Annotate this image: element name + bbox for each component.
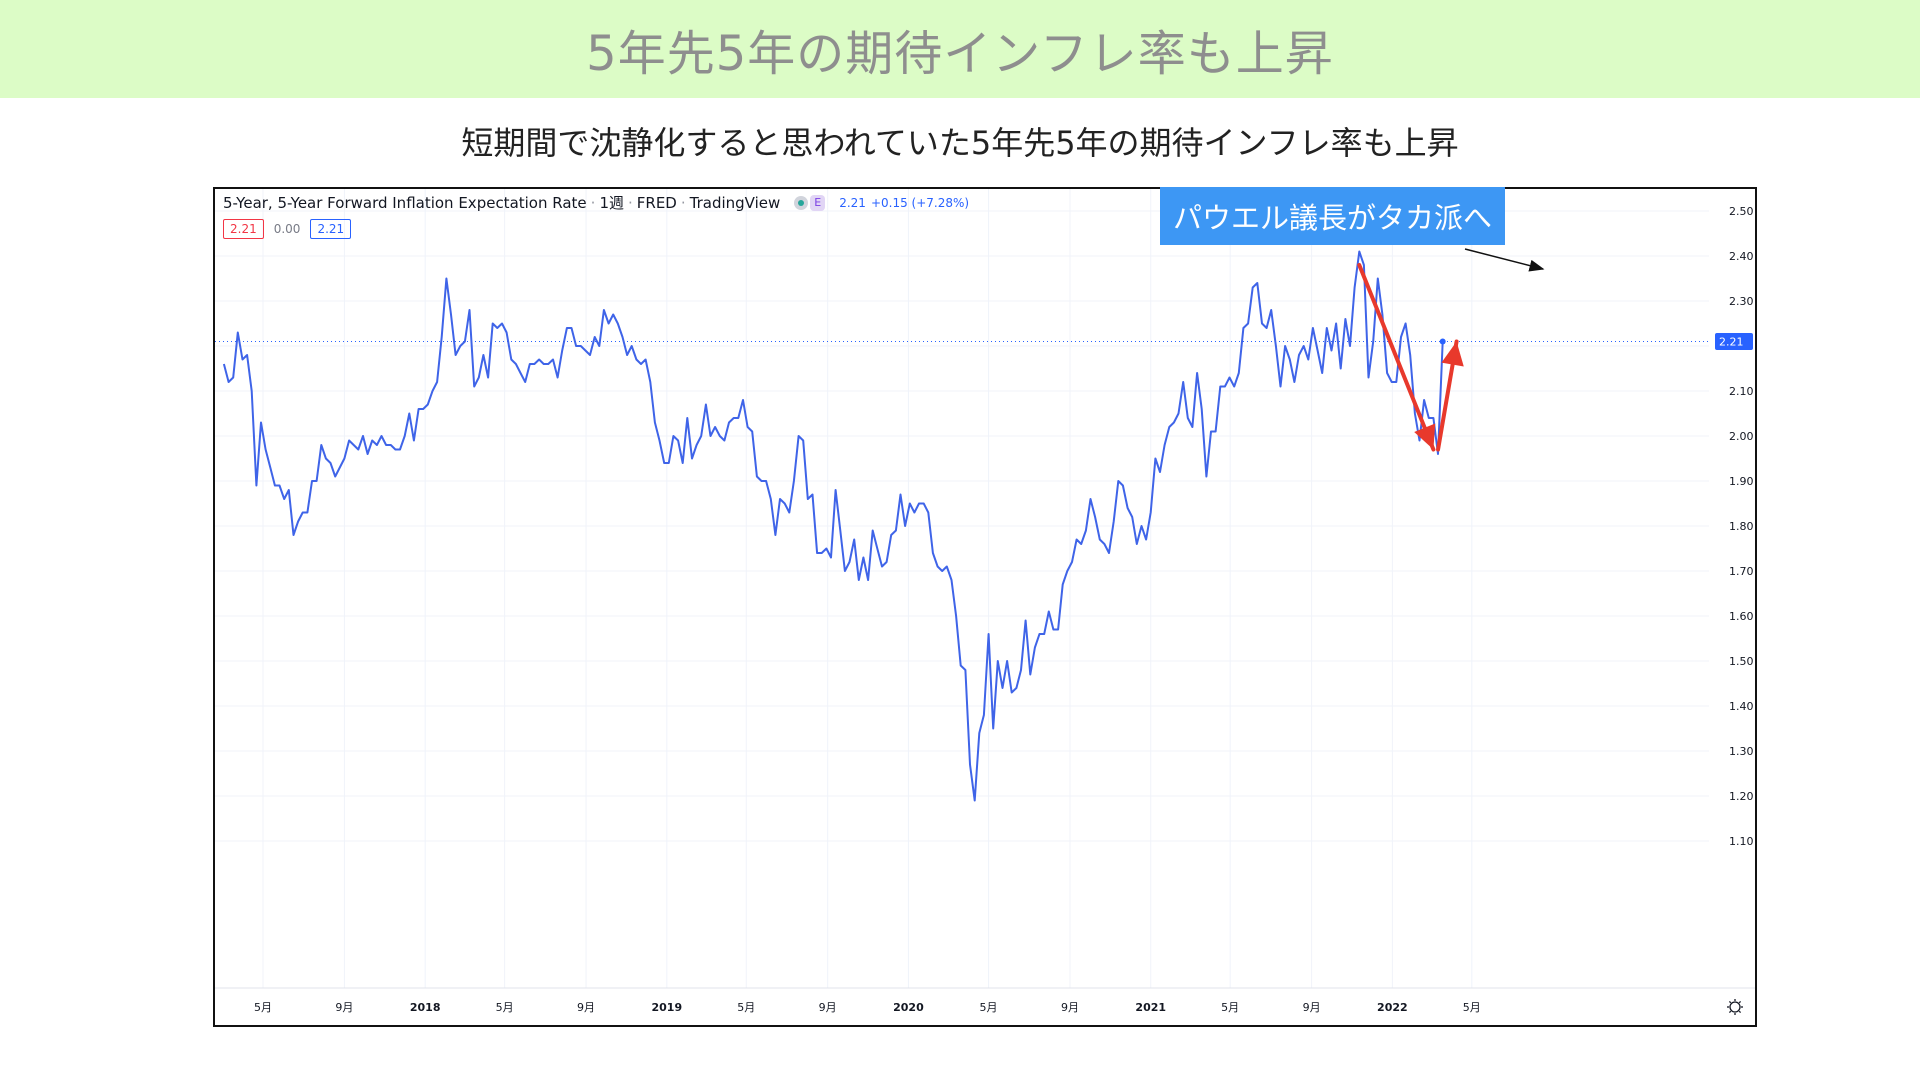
y-tick-label: 1.70 (1729, 565, 1754, 578)
platform-label: TradingView (689, 193, 781, 212)
y-tick-label: 2.50 (1729, 205, 1754, 218)
close-value: 2.21 (310, 219, 352, 239)
hand-drawn-arrowhead (1441, 341, 1464, 367)
title-banner: 5年先5年の期待インフレ率も上昇 (0, 0, 1920, 98)
open-value: 2.21 (223, 219, 264, 239)
x-tick-label: 5月 (254, 1001, 272, 1014)
y-tick-label: 1.60 (1729, 610, 1754, 623)
annotation-callout: パウエル議長がタカ派へ (1160, 187, 1505, 245)
x-tick-label: 5月 (496, 1001, 514, 1014)
x-tick-label: 9月 (1303, 1001, 1321, 1014)
y-tick-label: 1.20 (1729, 790, 1754, 803)
x-tick-label: 5月 (1221, 1001, 1239, 1014)
hand-drawn-arrows (1357, 263, 1464, 452)
events-badge[interactable]: E (810, 194, 826, 211)
x-axis[interactable]: 5月 9月 2018 5月 9月 2019 5月 9月 2020 5月 9月 2021 5月 9月 2022… (254, 1001, 1481, 1014)
y-tick-label: 1.50 (1729, 655, 1754, 668)
legend-separator: · (627, 193, 633, 212)
source-label: FRED (636, 193, 677, 212)
last-point (1439, 338, 1446, 345)
line-chart[interactable]: 5月 9月 2018 5月 9月 2019 5月 9月 2020 5月 9月 2021 5月 9月 2022… (215, 189, 1755, 1025)
y-tick-label: 1.30 (1729, 745, 1754, 758)
market-status-icon[interactable] (794, 195, 809, 210)
y-tick-label: 1.90 (1729, 475, 1754, 488)
x-tick-label: 5月 (980, 1001, 998, 1014)
symbol-name[interactable]: 5-Year, 5-Year Forward Inflation Expecta… (223, 193, 587, 212)
hand-drawn-arrowhead (1414, 423, 1436, 450)
x-tick-label: 9月 (335, 1001, 353, 1014)
settings-gear-icon[interactable] (1727, 999, 1743, 1015)
x-tick-label: 2019 (652, 1001, 683, 1014)
x-tick-label: 2018 (410, 1001, 441, 1014)
x-tick-label: 5月 (1463, 1001, 1481, 1014)
x-tick-label: 2020 (893, 1001, 924, 1014)
y-tick-label: 1.80 (1729, 520, 1754, 533)
hand-drawn-arrow-shaft (1357, 263, 1436, 452)
price-tag-label: 2.21 (1719, 336, 1744, 349)
value-row: 2.21 0.00 2.21 (223, 219, 352, 239)
grid (215, 189, 1709, 988)
last-value: 2.21 (839, 195, 866, 210)
zero-value: 0.00 (273, 222, 301, 236)
chart-legend[interactable]: 5-Year, 5-Year Forward Inflation Expecta… (223, 192, 969, 213)
banner-title: 5年先5年の期待インフレ率も上昇 (586, 26, 1334, 82)
x-tick-label: 5月 (737, 1001, 755, 1014)
y-tick-label: 2.10 (1729, 385, 1754, 398)
x-tick-label: 2021 (1135, 1001, 1166, 1014)
price-tag: 2.21 (1715, 333, 1753, 350)
y-tick-label: 2.40 (1729, 250, 1754, 263)
y-tick-label: 1.40 (1729, 700, 1754, 713)
y-tick-label: 2.00 (1729, 430, 1754, 443)
chart-panel[interactable]: 5月 9月 2018 5月 9月 2019 5月 9月 2020 5月 9月 2021 5月 9月 2022… (213, 187, 1757, 1027)
callout-pointer (1464, 248, 1545, 272)
slide-subtitle: 短期間で沈静化すると思われていた5年先5年の期待インフレ率も上昇 (461, 124, 1459, 162)
series-line[interactable] (222, 250, 1444, 802)
legend-separator: · (680, 193, 686, 212)
y-axis[interactable]: 2.502.402.302.202.102.001.901.801.701.60… (1729, 205, 1754, 848)
change-value: +0.15 (+7.28%) (870, 195, 970, 210)
x-tick-label: 9月 (1061, 1001, 1079, 1014)
y-tick-label: 1.10 (1729, 835, 1754, 848)
y-tick-label: 2.30 (1729, 295, 1754, 308)
x-tick-label: 9月 (577, 1001, 595, 1014)
interval-label[interactable]: 1週 (599, 194, 624, 212)
x-tick-label: 9月 (819, 1001, 837, 1014)
x-tick-label: 2022 (1377, 1001, 1408, 1014)
legend-separator: · (590, 193, 596, 212)
